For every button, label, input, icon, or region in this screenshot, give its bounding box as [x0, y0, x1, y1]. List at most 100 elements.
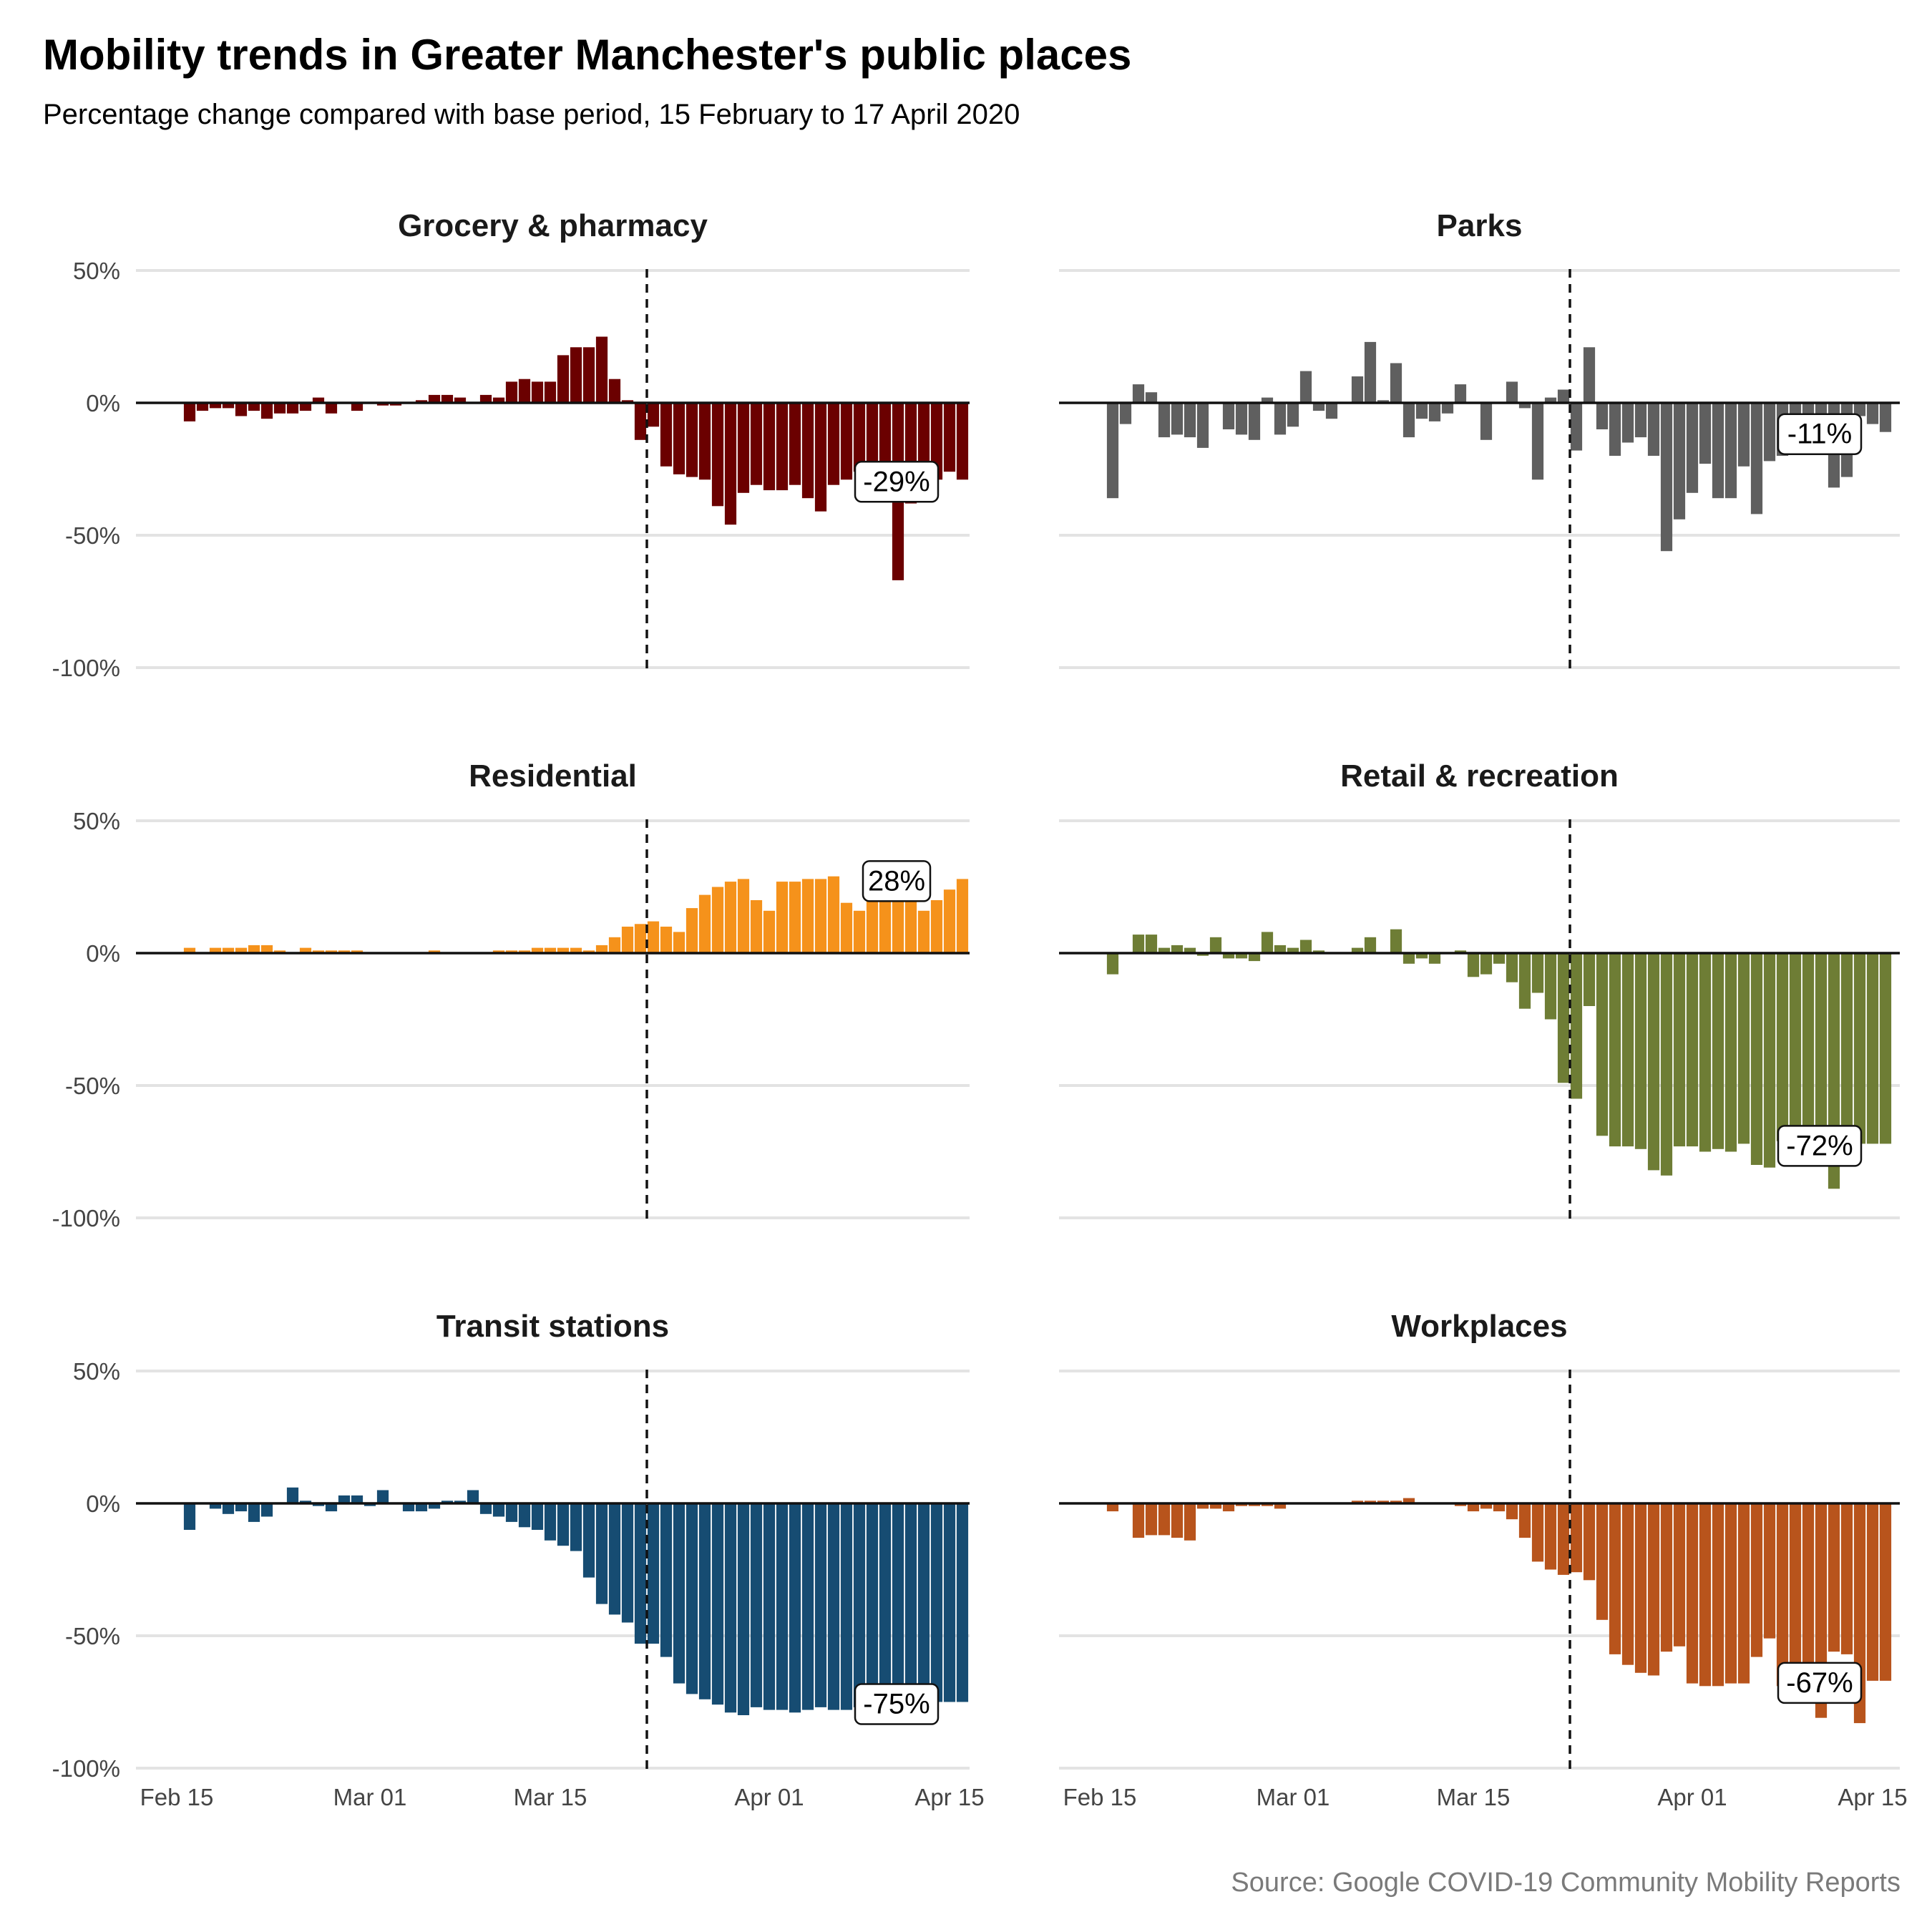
bar: [1621, 1503, 1634, 1665]
bar: [1415, 953, 1428, 959]
bar: [634, 924, 647, 953]
end-value-label: -67%: [1777, 1662, 1863, 1704]
panel-grocery-pharmacy: Grocery & pharmacy 50% 0% -50% -100% -29%: [52, 208, 970, 681]
bar: [1390, 929, 1402, 953]
bar: [248, 403, 260, 411]
bar: [1106, 953, 1119, 975]
bar: [1261, 397, 1274, 403]
end-value-label: -29%: [854, 461, 940, 503]
bar: [479, 394, 492, 403]
bar: [1660, 403, 1673, 552]
bar: [1454, 384, 1467, 403]
panel-retail-recreation: Retail & recreation -72%: [1059, 758, 1900, 1219]
bar: [930, 1503, 943, 1702]
bar: [1596, 403, 1609, 429]
bar: [260, 1503, 273, 1517]
bar: [415, 400, 428, 403]
end-value-box: [1777, 1125, 1863, 1167]
bar: [260, 945, 273, 953]
bar: [853, 1503, 866, 1707]
bar: [1840, 1503, 1853, 1654]
bar: [505, 1503, 518, 1522]
bar: [1750, 403, 1763, 514]
bar: [621, 400, 634, 403]
bar: [1609, 953, 1621, 1147]
bar: [364, 1503, 376, 1506]
bar: [222, 947, 235, 953]
bar: [1879, 1503, 1892, 1681]
bar: [1454, 1503, 1467, 1506]
source-caption: Source: Google COVID-19 Community Mobili…: [1231, 1868, 1901, 1898]
end-value-text: -29%: [863, 466, 930, 497]
bar: [1737, 403, 1750, 467]
bar: [1634, 1503, 1647, 1673]
bar: [724, 403, 737, 525]
bar: [1132, 935, 1145, 953]
x-tick-label: Apr 01: [1657, 1784, 1727, 1810]
bar: [789, 882, 801, 953]
bar: [299, 403, 312, 411]
bar: [814, 1503, 827, 1707]
bar: [1287, 947, 1299, 953]
bar: [492, 950, 505, 953]
bar: [866, 1503, 879, 1702]
bar: [1828, 1503, 1840, 1652]
bar: [273, 403, 286, 414]
y-tick-label: 0%: [86, 1491, 120, 1517]
bar: [1506, 1503, 1518, 1520]
end-value-text: -67%: [1786, 1667, 1853, 1699]
bar: [956, 403, 969, 480]
bar: [1609, 1503, 1621, 1654]
bar: [1132, 384, 1145, 403]
bar: [1686, 953, 1699, 1147]
bar: [595, 945, 608, 953]
bar: [776, 1503, 789, 1710]
bar: [698, 1503, 711, 1699]
bar: [814, 403, 827, 512]
x-tick-label: Apr 15: [1838, 1784, 1907, 1810]
bar: [1184, 947, 1196, 953]
bar: [673, 1503, 686, 1684]
bar: [557, 1503, 570, 1546]
bar: [1660, 953, 1673, 1176]
y-tick-label: 50%: [73, 1358, 120, 1385]
bar: [1570, 953, 1583, 1099]
bar: [1106, 1503, 1119, 1512]
bar: [1570, 403, 1583, 451]
bar: [737, 879, 750, 953]
bar: [737, 1503, 750, 1715]
bar: [827, 403, 840, 485]
bar: [492, 1503, 505, 1517]
bar: [1106, 403, 1119, 499]
bar: [544, 1503, 557, 1541]
bar: [930, 900, 943, 953]
bar: [1480, 403, 1493, 440]
bar: [1402, 403, 1415, 438]
bar: [1287, 403, 1299, 427]
bar: [183, 1503, 196, 1530]
bar: [763, 910, 776, 953]
bar: [673, 403, 686, 474]
bar: [531, 1503, 544, 1530]
bar: [351, 1495, 364, 1503]
bar: [1196, 1503, 1209, 1509]
bar: [1428, 953, 1441, 964]
end-value-label: -75%: [854, 1683, 940, 1725]
bar: [763, 403, 776, 491]
bar: [1480, 953, 1493, 975]
bar: [1377, 400, 1390, 403]
bar: [1853, 953, 1866, 1144]
bar: [1570, 1503, 1583, 1573]
bar: [325, 950, 338, 953]
bar: [428, 394, 441, 403]
bar: [1789, 953, 1802, 1141]
bar: [750, 403, 763, 485]
bar: [312, 950, 325, 953]
bar: [1634, 403, 1647, 438]
bar: [1196, 403, 1209, 448]
bar: [248, 945, 260, 953]
bar: [801, 1503, 814, 1710]
bar: [518, 379, 531, 403]
bar: [1737, 953, 1750, 1144]
bar: [1879, 403, 1892, 432]
